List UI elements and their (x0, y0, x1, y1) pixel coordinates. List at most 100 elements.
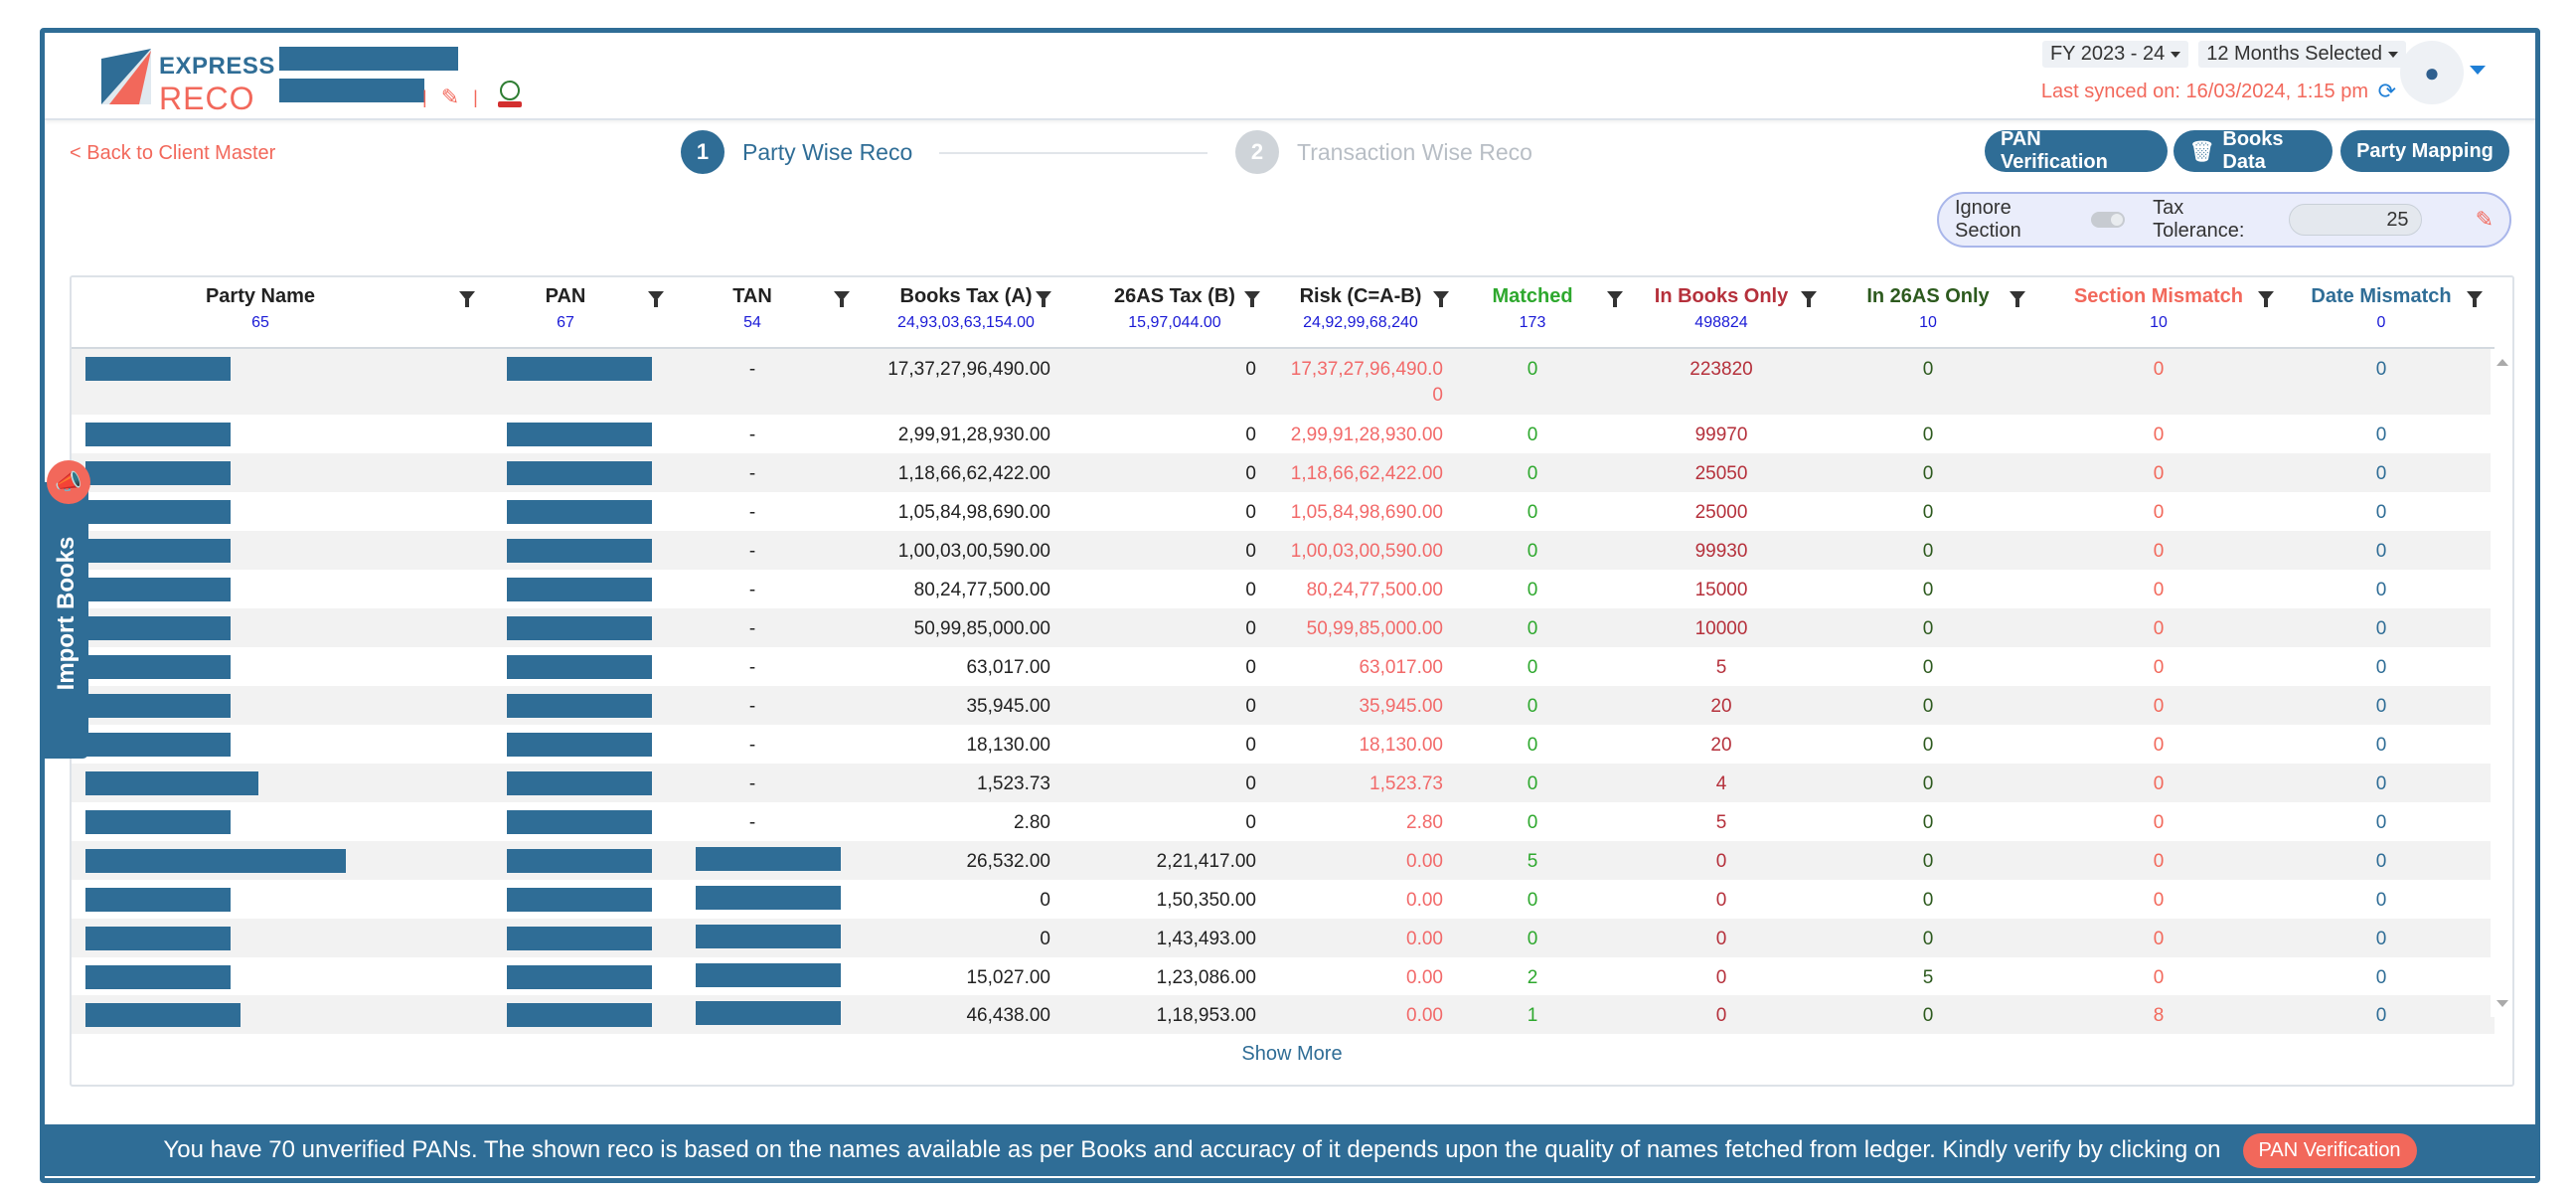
filter-icon[interactable] (1244, 291, 1260, 307)
books-data-button[interactable]: 🗑 Books Data (2174, 128, 2333, 173)
chevron-down-icon[interactable] (2470, 66, 2486, 75)
app-frame: EXPRESS RECO | ✎ | FY 2023 - 24 12 Month… (40, 28, 2540, 1183)
party-name-redacted (85, 357, 231, 381)
cell-26as-tax: 0 (1245, 541, 1256, 562)
filter-icon[interactable] (648, 291, 664, 307)
last-synced-text: Last synced on: 16/03/2024, 1:15 pm (2040, 81, 2368, 102)
column-count: 0 (2376, 314, 2386, 331)
tan-redacted (696, 963, 841, 987)
button-label: Party Mapping (2356, 139, 2494, 162)
column-header-in-26as-only[interactable]: In 26AS Only 10 (1849, 285, 2008, 332)
cell-in-books-only: 4 (1715, 773, 1727, 794)
column-header-in-books-only[interactable]: In Books Only 498824 (1642, 285, 1801, 332)
column-header-26as-tax[interactable]: 26AS Tax (B) 15,97,044.00 (1085, 285, 1264, 332)
column-header-books-tax[interactable]: Books Tax (A) 24,93,03,63,154.00 (877, 285, 1055, 332)
column-header-party-name[interactable]: Party Name 65 (111, 285, 409, 332)
pan-redacted (507, 927, 652, 950)
app-header: EXPRESS RECO | ✎ | FY 2023 - 24 12 Month… (45, 33, 2535, 120)
column-header-matched[interactable]: Matched 173 (1473, 285, 1592, 332)
show-more-link[interactable]: Show More (1241, 1043, 1343, 1065)
pencil-icon[interactable]: ✎ (440, 85, 460, 109)
cell-risk: 0.00 (1406, 890, 1443, 911)
table-row[interactable]: 0 1,50,350.00 0.00 0 0 0 0 0 (72, 880, 2495, 919)
table-row[interactable]: - 1,00,03,00,590.00 0 1,00,03,00,590.00 0 999… (72, 531, 2495, 570)
column-header-date-mismatch[interactable]: Date Mismatch 0 (2292, 285, 2471, 332)
filter-icon[interactable] (459, 291, 475, 307)
cell-section-mismatch: 0 (2153, 890, 2165, 911)
column-label: Party Name (205, 285, 316, 307)
table-row[interactable]: - 1,05,84,98,690.00 0 1,05,84,98,690.00 0 250… (72, 492, 2495, 531)
scroll-down-icon[interactable] (2496, 1000, 2508, 1007)
cell-section-mismatch: 0 (2153, 812, 2165, 833)
table-row[interactable]: 26,532.00 2,21,417.00 0.00 5 0 0 0 0 (72, 841, 2495, 880)
cell-books-tax: 46,438.00 (966, 1005, 1050, 1026)
table-row[interactable]: 15,027.00 1,23,086.00 0.00 2 0 5 0 0 (72, 957, 2495, 995)
filter-icon[interactable] (2467, 291, 2483, 307)
column-count: 10 (1919, 314, 1937, 331)
cell-26as-tax: 2,21,417.00 (1156, 851, 1256, 872)
cell-in-books-only: 5 (1715, 657, 1727, 678)
pan-redacted (507, 655, 652, 679)
scroll-up-icon[interactable] (2496, 359, 2508, 366)
cell-section-mismatch: 0 (2153, 773, 2165, 794)
column-header-risk[interactable]: Risk (C=A-B) 24,92,99,68,240 (1276, 285, 1445, 332)
step-transaction-wise-reco[interactable]: 2 Transaction Wise Reco (1235, 130, 1532, 174)
party-mapping-button[interactable]: Party Mapping (2340, 130, 2509, 172)
column-header-pan[interactable]: PAN 67 (496, 285, 635, 332)
tax-tolerance-input[interactable] (2288, 204, 2422, 236)
months-select[interactable]: 12 Months Selected (2198, 41, 2406, 68)
table-row[interactable]: - 35,945.00 0 35,945.00 0 20 0 0 0 (72, 686, 2495, 725)
table-row[interactable]: - 18,130.00 0 18,130.00 0 20 0 0 0 (72, 725, 2495, 764)
cell-26as-tax: 0 (1245, 812, 1256, 833)
pan-verification-button[interactable]: PAN Verification (2242, 1132, 2417, 1168)
pan-verification-button[interactable]: PAN Verification (1985, 128, 2168, 173)
step-party-wise-reco[interactable]: 1 Party Wise Reco (681, 130, 912, 174)
table-row[interactable]: 0 1,43,493.00 0.00 0 0 0 0 0 (72, 919, 2495, 957)
table-row[interactable]: 46,438.00 1,18,953.00 0.00 1 0 0 8 0 (72, 995, 2495, 1034)
avatar[interactable]: ● (2400, 41, 2464, 104)
filter-icon[interactable] (2258, 291, 2274, 307)
table-row[interactable]: - 1,523.73 0 1,523.73 0 4 0 0 0 (72, 764, 2495, 802)
cell-risk: 80,24,77,500.00 (1306, 580, 1443, 600)
filter-icon[interactable] (1801, 291, 1817, 307)
filter-icon[interactable] (1433, 291, 1449, 307)
party-name-redacted (85, 888, 231, 912)
table-row[interactable]: -17,37,27,96,490.00 0 17,37,27,96,490.0 0 22… (72, 349, 2495, 415)
column-label: In Books Only (1654, 285, 1789, 307)
table-row[interactable]: - 1,18,66,62,422.00 0 1,18,66,62,422.00 0 250… (72, 453, 2495, 492)
column-header-section-mismatch[interactable]: Section Mismatch 10 (2059, 285, 2258, 332)
cell-26as-tax: 1,43,493.00 (1156, 929, 1256, 949)
cell-in-26as-only: 0 (1922, 657, 1934, 678)
tan-redacted (696, 886, 841, 910)
vertical-scrollbar[interactable] (2491, 349, 2512, 1017)
sync-icon[interactable]: ⟳ (2377, 79, 2396, 103)
ignore-section-toggle[interactable] (2090, 212, 2126, 228)
cell-in-26as-only: 0 (1922, 425, 1934, 445)
filter-icon[interactable] (1607, 291, 1623, 307)
party-name-redacted (85, 461, 231, 485)
fy-select[interactable]: FY 2023 - 24 (2041, 41, 2189, 68)
cell-in-26as-only: 0 (1922, 359, 1934, 380)
cell-in-26as-only: 0 (1922, 890, 1934, 911)
table-row[interactable]: - 63,017.00 0 63,017.00 0 5 0 0 0 (72, 647, 2495, 686)
filter-icon[interactable] (2010, 291, 2025, 307)
back-to-client-master-link[interactable]: < Back to Client Master (70, 142, 276, 164)
table-row[interactable]: - 2.80 0 2.80 0 5 0 0 0 (72, 802, 2495, 841)
column-label: Section Mismatch (2073, 285, 2244, 307)
cell-26as-tax: 0 (1245, 618, 1256, 639)
pan-redacted (507, 810, 652, 834)
column-header-tan[interactable]: TAN 54 (683, 285, 822, 332)
filter-icon[interactable] (1036, 291, 1051, 307)
import-books-tab[interactable]: 📣 Import Books (45, 460, 90, 759)
table-row[interactable]: - 2,99,91,28,930.00 0 2,99,91,28,930.00 0 999… (72, 415, 2495, 453)
table-row[interactable]: - 50,99,85,000.00 0 50,99,85,000.00 0 10000 0 0… (72, 608, 2495, 647)
column-label: Books Tax (A) (899, 285, 1033, 307)
cell-risk: 1,05,84,98,690.00 (1290, 502, 1443, 523)
filter-icon[interactable] (834, 291, 850, 307)
table-row[interactable]: - 80,24,77,500.00 0 80,24,77,500.00 0 15000 0 0… (72, 570, 2495, 608)
cell-in-26as-only: 0 (1922, 618, 1934, 639)
cell-matched: 0 (1527, 580, 1538, 600)
ignore-section-label: Ignore Section (1955, 197, 2021, 242)
pencil-icon[interactable]: ✎ (2475, 207, 2494, 232)
cell-risk: 35,945.00 (1359, 696, 1443, 717)
